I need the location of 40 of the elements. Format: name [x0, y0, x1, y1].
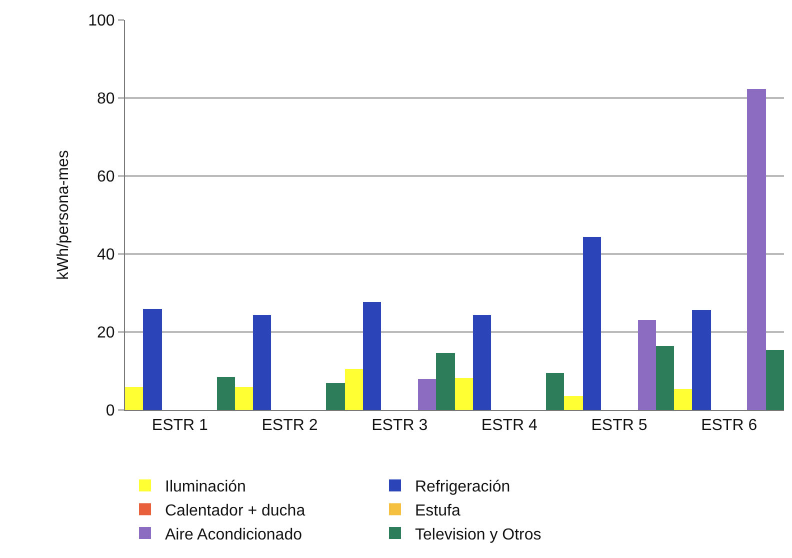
bar	[656, 346, 674, 410]
bar	[564, 396, 583, 410]
y-tick-label: 20	[97, 324, 115, 342]
bar	[455, 378, 473, 410]
x-tick-label: ESTR 3	[372, 417, 428, 434]
legend-label: Calentador + ducha	[165, 502, 306, 520]
bar	[418, 379, 436, 410]
x-tick-label: ESTR 5	[591, 417, 648, 434]
bar	[546, 373, 564, 410]
legend-label: Refrigeración	[415, 478, 510, 496]
bar	[363, 302, 381, 410]
bar	[235, 387, 253, 410]
y-tick-label: 40	[97, 246, 115, 264]
bar	[692, 310, 711, 410]
bar	[436, 353, 455, 410]
x-tick-label: ESTR 6	[701, 417, 758, 434]
y-tick-label: 0	[106, 402, 115, 420]
x-tick-label: ESTR 2	[262, 417, 318, 434]
legend-label: Estufa	[415, 502, 460, 520]
legend-label: Aire Acondicionado	[165, 526, 302, 544]
legend-label: Iluminación	[165, 478, 246, 496]
bar	[473, 315, 491, 410]
bar	[674, 389, 692, 410]
bar	[143, 309, 162, 410]
bar	[326, 383, 345, 410]
y-tick-label: 60	[97, 168, 115, 186]
bar	[125, 387, 143, 410]
bar	[766, 350, 784, 410]
bar	[583, 237, 601, 410]
bar	[747, 89, 766, 410]
y-tick-label: 80	[97, 90, 115, 108]
bar	[345, 369, 363, 410]
bar	[253, 315, 271, 410]
y-tick-label: 100	[88, 12, 115, 30]
legend-label: Television y Otros	[415, 526, 542, 544]
y-axis-title: kWh/persona-mes	[54, 150, 72, 280]
bar	[638, 320, 656, 410]
x-tick-label: ESTR 1	[152, 417, 208, 434]
x-tick-label: ESTR 4	[481, 417, 538, 434]
bar	[217, 377, 235, 410]
